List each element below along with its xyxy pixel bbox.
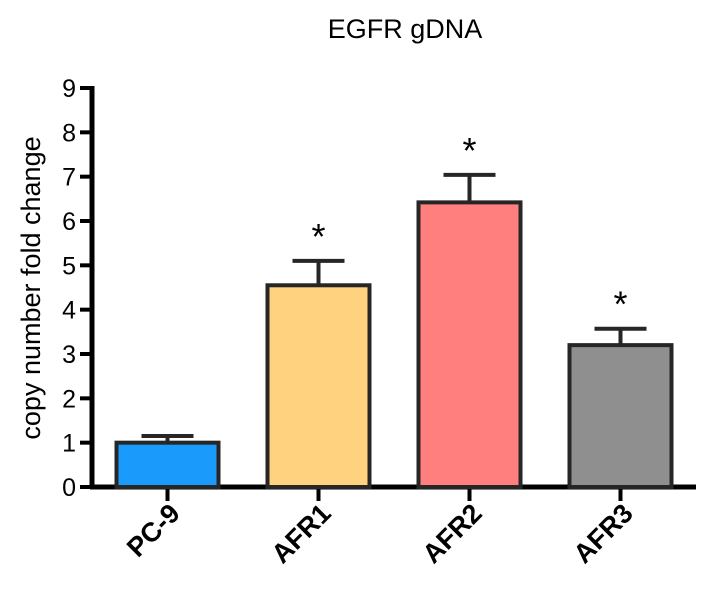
bars: * * * [114,130,674,489]
y-axis: 0 1 2 3 4 5 6 7 8 9 [62,75,95,502]
x-tick-label: AFR1 [266,498,337,569]
significance-marker: * [613,284,627,325]
y-axis-label: copy number fold change [16,136,46,439]
y-tick-label: 1 [62,430,76,458]
y-tick-label: 0 [62,474,76,502]
y-tick-label: 7 [62,164,76,192]
y-tick-label: 4 [62,297,76,325]
x-tick-label: AFR3 [568,498,639,569]
y-tick-label: 9 [62,75,76,103]
significance-marker: * [311,216,325,257]
bar-afr2 [416,200,523,489]
x-tick-label: AFR2 [417,498,488,569]
bar-afr1 [265,283,372,489]
y-tick-label: 8 [62,119,76,147]
y-tick-label: 2 [62,385,76,413]
chart-title: EGFR gDNA [328,14,483,44]
y-tick-label: 5 [62,252,76,280]
y-tick-label: 6 [62,208,76,236]
significance-marker: * [462,130,476,171]
bar-afr3 [567,343,674,489]
bar-pc-9 [114,440,221,489]
x-tick-label: PC-9 [121,498,186,563]
x-axis: PC-9 AFR1 AFR2 AFR3 [90,484,696,569]
y-tick-label: 3 [62,341,76,369]
